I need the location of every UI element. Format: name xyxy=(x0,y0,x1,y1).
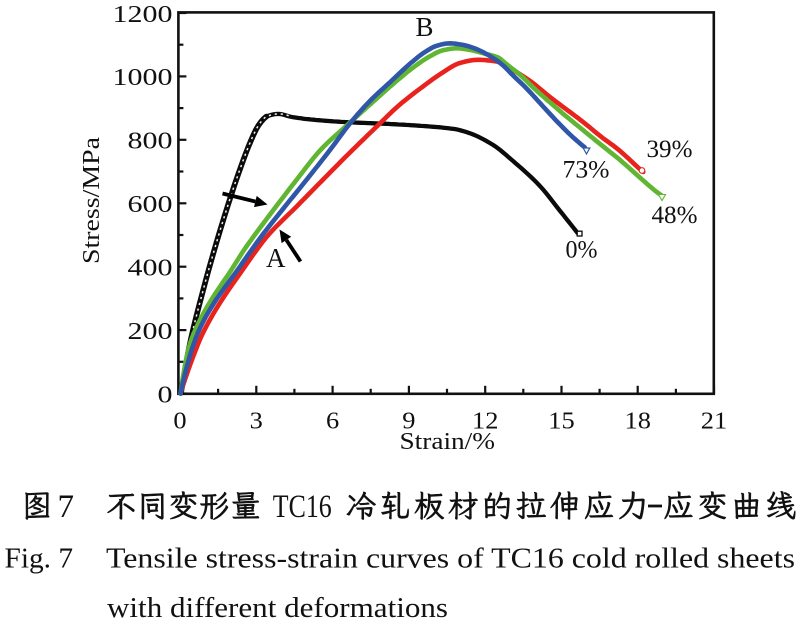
svg-text:TC16: TC16 xyxy=(273,489,332,525)
svg-text:B: B xyxy=(416,12,434,42)
svg-text:Fig. 7: Fig. 7 xyxy=(5,544,74,575)
svg-text:A: A xyxy=(266,243,286,273)
svg-text:73%: 73% xyxy=(563,157,610,184)
svg-text:600: 600 xyxy=(128,192,173,218)
svg-text:Strain/%: Strain/% xyxy=(400,429,496,455)
svg-text:48%: 48% xyxy=(652,202,698,229)
svg-text:with different deformations: with different deformations xyxy=(107,593,448,624)
svg-text:0: 0 xyxy=(158,382,173,408)
svg-text:0: 0 xyxy=(173,409,186,435)
svg-text:200: 200 xyxy=(128,319,173,345)
svg-text:Tensile stress-strain curves o: Tensile stress-strain curves of TC16 col… xyxy=(106,544,795,575)
svg-text:12: 12 xyxy=(472,409,498,435)
svg-text:1200: 1200 xyxy=(113,2,173,28)
svg-text:6: 6 xyxy=(326,409,339,435)
svg-text:400: 400 xyxy=(128,256,173,282)
svg-text:0%: 0% xyxy=(566,237,598,264)
svg-text:39%: 39% xyxy=(647,136,693,163)
svg-text:21: 21 xyxy=(701,409,727,435)
svg-text:1000: 1000 xyxy=(113,65,173,91)
svg-text:800: 800 xyxy=(128,129,173,155)
svg-text:18: 18 xyxy=(625,409,651,435)
svg-text:9: 9 xyxy=(402,409,415,435)
svg-text:Stress/MPa: Stress/MPa xyxy=(79,137,105,264)
svg-text:15: 15 xyxy=(548,409,574,435)
svg-text:3: 3 xyxy=(250,409,263,435)
svg-text:7: 7 xyxy=(58,489,75,525)
